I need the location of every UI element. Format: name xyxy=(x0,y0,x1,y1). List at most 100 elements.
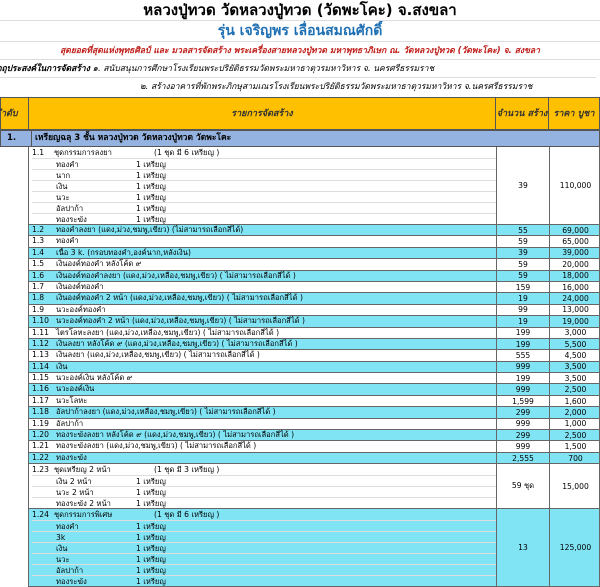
item-line: 1.4 เนื้อ 3 k. (กรอบทองคำ,องค์นาก,หลังเงิ… xyxy=(32,248,496,258)
item-number: 1.17 xyxy=(32,395,49,405)
item-price: 1,500 xyxy=(549,441,600,452)
item-price: 700 xyxy=(549,452,600,464)
header-qty: จำนวน สร้าง xyxy=(496,98,549,129)
item-name: เงินลงยา หลังโค้ด ๙ (แดง,ม่วง,เหลือง,ชมพ… xyxy=(56,338,298,348)
item-line: 1.13 เงินลงยา (แดง,ม่วง,เหลือง,ชมพู,เขียว… xyxy=(32,350,496,360)
item-number: 1.12 xyxy=(32,338,49,348)
sub-item-name: ทองระฆัง xyxy=(56,577,87,587)
sub-item: ทองคำ 1 เหรียญ xyxy=(32,158,496,169)
item-name: เงิน xyxy=(56,361,68,371)
item-price: 18,000 xyxy=(549,270,600,281)
item-description: 1.21 ทองระฆังลงยา (แดง,ม่วง,ชมพู,เขียว) (… xyxy=(29,441,496,451)
item-line: 1.21 ทองระฆังลงยา (แดง,ม่วง,ชมพู,เขียว) (… xyxy=(32,441,496,451)
sub-item-name: นวะ xyxy=(56,193,70,202)
item-description: 1.4 เนื้อ 3 k. (กรอบทองคำ,องค์นาก,หลังเงิ… xyxy=(29,248,496,258)
item-quantity: 299 xyxy=(496,407,549,418)
item-quantity: 999 xyxy=(496,441,549,452)
tagline: สุดยอดที่สุดแห่งพุทธศิลป์ และ มวลสารจัดส… xyxy=(0,42,600,60)
item-description: 1.8 เงินองค์ทองคำ 2 หน้า (แดง,ม่วง,เหลือง… xyxy=(29,293,496,303)
item-number: 1.16 xyxy=(32,384,49,394)
sub-item-count: 1 เหรียญ xyxy=(136,488,166,498)
item-price: 24,000 xyxy=(549,293,600,304)
item-name: อัลปาก้าลงยา (แดง,ม่วง,เหลือง,ชมพู,เขียว… xyxy=(56,407,276,417)
table-row: 1.21 ทองระฆังลงยา (แดง,ม่วง,ชมพู,เขียว) (… xyxy=(28,441,600,453)
item-description: 1.7 เงินองค์ทองคำ xyxy=(29,282,496,292)
item-line: 1.18 อัลปาก้าลงยา (แดง,ม่วง,เหลือง,ชมพู,เ… xyxy=(32,407,496,417)
section-title: เหรียญฉลุ 3 ชั้น หลวงปู่ทวด วัดหลวงปู่ทว… xyxy=(31,131,231,146)
sub-item-name: อัลปาก้า xyxy=(56,566,84,576)
item-description: 1.17 นวะโลหะ xyxy=(29,396,496,406)
item-name: ทองระฆังลงยา หลังโค้ด ๙ (แดง,ม่วง,ชมพู,เ… xyxy=(56,430,295,440)
item-name: เงินองค์ทองคำ 2 หน้า (แดง,ม่วง,เหลือง,ชม… xyxy=(56,293,303,303)
sub-item-count: 1 เหรียญ xyxy=(136,555,166,565)
item-number: 1.19 xyxy=(32,418,49,428)
sub-item-name: เงิน 2 หน้า xyxy=(56,477,92,487)
item-table: 1.1 ชุดกรรมการลงยา (1 ชุด มี 6 เหรียญ ) ทอง… xyxy=(28,147,600,587)
sub-item: ทองระฆัง 1 เหรียญ xyxy=(32,213,496,224)
sub-item-count: 1 เหรียญ xyxy=(136,577,166,587)
sub-item-count: 1 เหรียญ xyxy=(136,160,166,169)
item-number: 1.1 xyxy=(32,148,45,157)
sub-item-name: นวะ 2 หน้า xyxy=(56,488,94,498)
sub-item: นวะ 2 หน้า 1 เหรียญ xyxy=(32,486,496,497)
section-row: 1. เหรียญฉลุ 3 ชั้น หลวงปู่ทวด วัดหลวงปู… xyxy=(0,130,600,147)
item-line: 1.24 ชุดกรรมการพิเศษ (1 ชุด มี 6 เหรียญ ) xyxy=(32,509,496,520)
table-header: ำดับ รายการจัดสร้าง จำนวน สร้าง ราคา บูช… xyxy=(0,97,600,130)
item-quantity: 39 xyxy=(496,247,549,259)
item-name: เนื้อ 3 k. (กรอบทองคำ,องค์นาก,หลังเงิน) xyxy=(56,247,191,257)
sub-item-count: 1 เหรียญ xyxy=(136,204,166,213)
sub-item: นวะ 1 เหรียญ xyxy=(32,191,496,202)
item-number: 1.13 xyxy=(32,350,49,360)
table-row: 1.17 นวะโลหะ 1,599 1,600 xyxy=(28,395,600,408)
item-line: 1.12 เงินลงยา หลังโค้ด ๙ (แดง,ม่วง,เหลือง… xyxy=(32,339,496,349)
item-name: ทองระฆัง xyxy=(56,452,87,462)
item-name: เงินองค์ทองคำ หลังโค้ด ๙ xyxy=(56,259,142,269)
sub-item-name: 3k xyxy=(56,533,66,543)
sub-item-name: อัลปาก้า xyxy=(56,204,84,213)
item-quantity: 555 xyxy=(496,350,549,361)
sub-item-count: 1 เหรียญ xyxy=(136,193,166,202)
item-description: 1.18 อัลปาก้าลงยา (แดง,ม่วง,เหลือง,ชมพู,เ… xyxy=(29,407,496,417)
item-line: 1.19 อัลปาก้า xyxy=(32,419,496,429)
item-quantity: 59 xyxy=(496,259,549,270)
item-price: 5,500 xyxy=(549,338,600,350)
item-description: 1.5 เงินองค์ทองคำ หลังโค้ด ๙ xyxy=(29,259,496,269)
sub-item: อัลปาก้า 1 เหรียญ xyxy=(32,564,496,575)
item-quantity: 999 xyxy=(496,418,549,430)
sub-item-count: 1 เหรียญ xyxy=(136,499,166,509)
sub-item: ทองระฆัง 2 หน้า 1 เหรียญ xyxy=(32,497,496,508)
item-number: 1.3 xyxy=(32,236,45,246)
item-price: 69,000 xyxy=(549,225,600,236)
sub-item-count: 1 เหรียญ xyxy=(136,182,166,191)
item-note: (1 ชุด มี 6 เหรียญ ) xyxy=(154,510,220,520)
item-line: 1.5 เงินองค์ทองคำ หลังโค้ด ๙ xyxy=(32,259,496,269)
sub-item-count: 1 เหรียญ xyxy=(136,215,166,224)
item-quantity: 299 xyxy=(496,430,549,441)
sub-item-name: นวะ xyxy=(56,555,70,565)
item-number: 1.18 xyxy=(32,407,49,417)
item-price: 2,500 xyxy=(549,430,600,441)
sub-item: นวะ 1 เหรียญ xyxy=(32,553,496,564)
item-line: 1.9 นวะองค์ทองคำ xyxy=(32,305,496,315)
item-description: 1.23 ชุดเหรียญ 2 หน้า (1 ชุด มี 3 เหรียญ )… xyxy=(29,464,496,508)
item-description: 1.20 ทองระฆังลงยา หลังโค้ด ๙ (แดง,ม่วง,ชม… xyxy=(29,430,496,440)
item-name: นวะองค์ทองคำ 2 หน้า (แดง,ม่วง,เหลือง,ชมพ… xyxy=(56,316,305,326)
item-price: 39,000 xyxy=(549,247,600,259)
table-row: 1.11 ไตรโลหะลงยา (แดง,ม่วง,เหลือง,ชมพู,เข… xyxy=(28,327,600,339)
item-price: 15,000 xyxy=(549,464,600,509)
item-number: 1.5 xyxy=(32,259,45,269)
item-name: ชุดเหรียญ 2 หน้า xyxy=(54,465,111,475)
page-title: หลวงปู่ทวด วัดหลวงปู่ทวด (วัดพะโคะ) จ.สง… xyxy=(0,0,600,21)
item-number: 1.10 xyxy=(32,316,49,326)
item-name: ทองคำ xyxy=(56,236,79,246)
item-quantity: 59 xyxy=(496,236,549,247)
item-name: เงินองค์ทองคำลงยา (แดง,ม่วง,เหลือง,ชมพู,… xyxy=(56,270,296,280)
item-price: 2,000 xyxy=(549,407,600,418)
item-number: 1.23 xyxy=(32,465,49,475)
purpose-line-2: ๒. สร้างอาคารที่พักพระภิกษุสามเณรโรงเรีย… xyxy=(140,82,533,92)
table-row: 1.22 ทองระฆัง 2,555 700 xyxy=(28,452,600,465)
item-quantity: 13 xyxy=(496,509,549,587)
item-line: 1.22 ทองระฆัง xyxy=(32,453,496,463)
table-row: 1.14 เงิน 999 3,500 xyxy=(28,361,600,374)
table-row: 1.5 เงินองค์ทองคำ หลังโค้ด ๙ 59 20,000 xyxy=(28,259,600,271)
